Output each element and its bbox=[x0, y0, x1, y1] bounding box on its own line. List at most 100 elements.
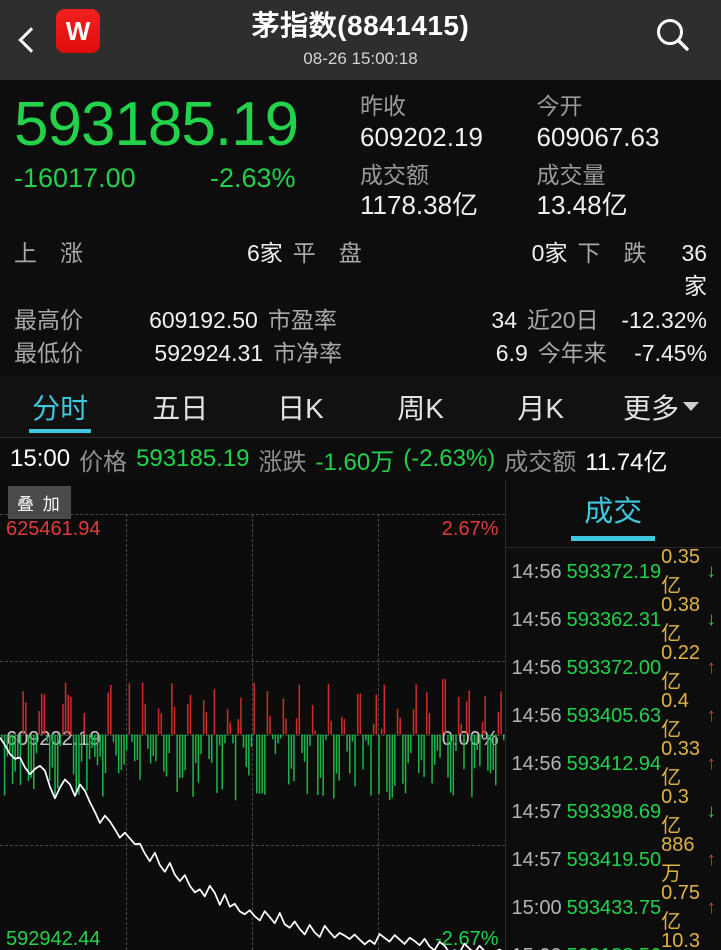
deal-volume: 0.33亿 bbox=[661, 738, 701, 790]
stat-label: 市盈率 bbox=[267, 306, 337, 333]
deal-price: 593405.63 bbox=[566, 704, 662, 727]
info-price-value: 593185.19 bbox=[136, 445, 250, 473]
stats-block: 上 涨 6家平 盘 0家下 跌 36家 最高价 609192.50 市盈率 34 近20日 -12… bbox=[0, 235, 721, 377]
quote-field-value: 609202.19 bbox=[360, 121, 483, 152]
quote-field-label: 成交额 bbox=[360, 161, 429, 188]
deal-volume: 10.3亿 bbox=[661, 930, 701, 950]
quote-field-label: 昨收 bbox=[360, 93, 406, 119]
deal-time: 14:56 bbox=[511, 752, 562, 775]
deal-direction-arrow-down: ↓ bbox=[706, 609, 717, 631]
stat-value: 36家 bbox=[681, 240, 708, 300]
deal-price: 593362.31 bbox=[566, 608, 662, 631]
current-price: 593185.19 bbox=[14, 90, 299, 159]
stat-label: 最高价 bbox=[14, 306, 83, 333]
deal-volume: 0.75亿 bbox=[661, 882, 701, 934]
tab-label: 月K bbox=[517, 392, 565, 424]
deal-volume: 0.38亿 bbox=[661, 594, 701, 646]
deal-price: 593412.94 bbox=[566, 752, 662, 775]
chart-plot-area[interactable]: 625461.94 2.67% 609202.19 0.00% 592942.4… bbox=[0, 514, 505, 950]
tab-周K[interactable]: 周K bbox=[361, 376, 481, 437]
deal-direction-arrow-up: ↑ bbox=[706, 849, 717, 871]
info-amount-label: 成交额 bbox=[504, 448, 577, 476]
tab-label: 五日 bbox=[152, 392, 209, 424]
search-icon bbox=[657, 19, 689, 51]
quote-field-label: 今开 bbox=[536, 93, 583, 119]
deal-direction-arrow-down: ↓ bbox=[706, 561, 717, 583]
tab-月K[interactable]: 月K bbox=[481, 376, 601, 437]
deal-direction-arrow-down: ↓ bbox=[705, 945, 717, 950]
quote-field: 成交额 1178.38亿 bbox=[360, 161, 537, 224]
deal-price: 593372.00 bbox=[566, 656, 662, 679]
quote-timestamp: 08-26 15:00:18 bbox=[303, 49, 418, 68]
deals-divider bbox=[505, 547, 721, 549]
quote-field-value: 1178.38亿 bbox=[360, 190, 479, 221]
deals-title: 成交 bbox=[584, 496, 643, 529]
deal-row[interactable]: 14:56 593372.00 0.22亿 ↑ bbox=[506, 642, 721, 694]
deals-list[interactable]: 14:56 593372.19 0.35亿 ↓ 14:56 593362.31 0.38亿 ↓… bbox=[506, 546, 721, 950]
stats-row: 最低价 592924.31 市净率 6.9 今年来 -7.45% bbox=[14, 337, 707, 370]
deal-volume: 886万 bbox=[661, 834, 695, 886]
deal-row[interactable]: 14:56 593405.63 0.4亿 ↑ bbox=[506, 690, 721, 742]
info-time: 15:00 bbox=[10, 445, 71, 473]
stat-value: 6家 bbox=[246, 240, 283, 267]
deal-time: 14:56 bbox=[511, 704, 562, 727]
stat-value: 609192.50 bbox=[149, 306, 258, 333]
deal-direction-arrow-down: ↓ bbox=[706, 801, 717, 823]
tab-五日[interactable]: 五日 bbox=[120, 376, 240, 437]
change-row: -16017.00 -2.63% bbox=[14, 163, 360, 194]
app-header: W 茅指数(8841415) 08-26 15:00:18 bbox=[0, 0, 721, 80]
deal-row[interactable]: 15:00 593433.75 0.75亿 ↑ bbox=[506, 882, 721, 934]
deal-volume: 0.22亿 bbox=[661, 642, 701, 694]
deal-row[interactable]: 14:56 593362.31 0.38亿 ↓ bbox=[506, 594, 721, 646]
app-logo[interactable]: W bbox=[56, 9, 100, 53]
stat-label: 市净率 bbox=[273, 340, 343, 367]
tab-label: 更多 bbox=[622, 392, 679, 424]
back-button[interactable] bbox=[0, 0, 56, 80]
deal-time: 14:57 bbox=[511, 848, 562, 871]
stats-row: 最高价 609192.50 市盈率 34 近20日 -12.32% bbox=[14, 304, 707, 337]
intraday-chart[interactable]: 叠 加 625461.94 2.67% 609202.19 0.00% 5929… bbox=[0, 480, 506, 950]
stat-label: 近20日 bbox=[527, 306, 599, 333]
tab-label: 日K bbox=[277, 392, 324, 424]
quote-field-label: 成交量 bbox=[536, 161, 606, 188]
info-change-label: 涨跌 bbox=[258, 448, 307, 476]
deal-price: 593419.50 bbox=[566, 848, 662, 871]
tab-label: 周K bbox=[397, 392, 444, 424]
deal-row[interactable]: 14:56 593372.19 0.35亿 ↓ bbox=[506, 546, 721, 598]
deal-row[interactable]: 15:00593188.5610.3亿 ↓ bbox=[506, 930, 721, 950]
deal-direction-arrow-up: ↑ bbox=[706, 705, 717, 727]
stat-value: 34 bbox=[491, 306, 517, 333]
quote-fields: 昨收 609202.19 今开 609067.63 成交额 1178.38亿 成交量 13.4… bbox=[360, 92, 721, 229]
tab-更多[interactable]: 更多 bbox=[601, 376, 721, 437]
stat-label: 平 盘 bbox=[292, 240, 362, 267]
deal-direction-arrow-up: ↑ bbox=[706, 657, 717, 679]
stat-value: -7.45% bbox=[634, 340, 708, 367]
tab-分时[interactable]: 分时 bbox=[0, 376, 120, 437]
tab-label: 分时 bbox=[32, 392, 89, 424]
overlay-button[interactable]: 叠 加 bbox=[8, 486, 71, 520]
change-absolute: -16017.00 bbox=[14, 163, 136, 194]
quote-field: 昨收 609202.19 bbox=[360, 92, 537, 155]
search-button[interactable] bbox=[651, 14, 699, 62]
header-title-group: 茅指数(8841415) 08-26 15:00:18 bbox=[0, 4, 721, 69]
deals-header[interactable]: 成交 bbox=[506, 480, 721, 542]
tab-日K[interactable]: 日K bbox=[240, 376, 360, 437]
deal-row[interactable]: 14:57 593398.69 0.3亿 ↓ bbox=[506, 786, 721, 837]
deal-row[interactable]: 14:57 593419.50 886万 ↑ bbox=[506, 834, 721, 886]
info-price-label: 价格 bbox=[79, 448, 128, 476]
chart-tabs[interactable]: 分时 五日 日K 周K 月K 更多 bbox=[0, 376, 721, 439]
quote-field: 今开 609067.63 bbox=[537, 92, 714, 155]
chevron-down-icon bbox=[682, 402, 699, 412]
quote-field-value: 13.48亿 bbox=[536, 190, 628, 221]
deal-volume: 0.35亿 bbox=[661, 546, 701, 598]
stat-value: 592924.31 bbox=[154, 340, 264, 367]
deal-row[interactable]: 14:56 593412.94 0.33亿 ↑ bbox=[506, 738, 721, 790]
stat-value: -12.32% bbox=[621, 306, 707, 333]
deal-volume: 0.4亿 bbox=[661, 690, 689, 742]
quote-summary: 593185.19 -16017.00 -2.63% 昨收 609202.19 今开… bbox=[0, 80, 721, 236]
info-change-percent: (-2.63%) bbox=[403, 445, 496, 473]
deal-time: 15:00 bbox=[511, 896, 562, 919]
stats-row: 上 涨 6家平 盘 0家下 跌 36家 bbox=[14, 237, 707, 304]
deal-direction-arrow-up: ↑ bbox=[706, 897, 717, 919]
deal-price: 593188.56 bbox=[562, 945, 662, 950]
